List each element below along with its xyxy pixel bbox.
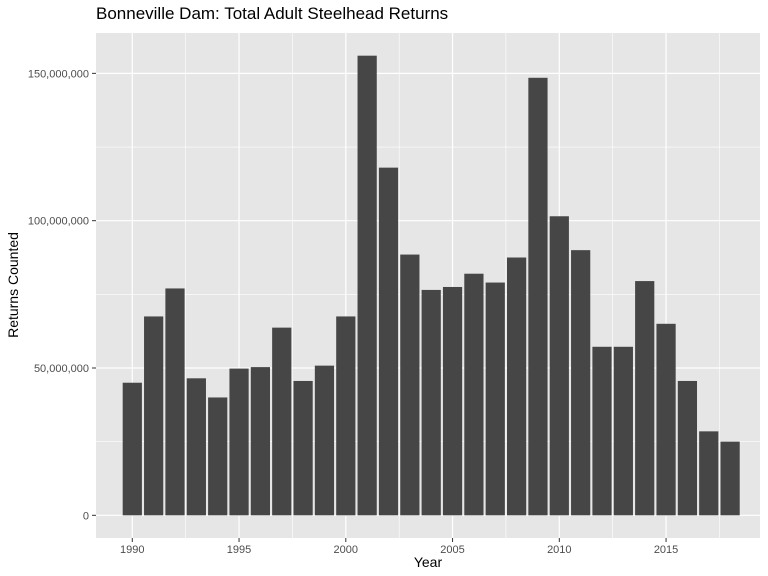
bar-2009 <box>528 77 548 516</box>
bar-2005 <box>442 286 463 516</box>
x-tick-label: 2015 <box>654 544 678 556</box>
bar-1991 <box>144 316 164 516</box>
chart-title: Bonneville Dam: Total Adult Steelhead Re… <box>96 4 449 23</box>
bar-2007 <box>485 282 505 516</box>
bar-1994 <box>208 397 228 516</box>
x-tick-label: 2000 <box>334 544 358 556</box>
y-axis-title: Returns Counted <box>5 232 21 338</box>
bar-2003 <box>400 254 420 516</box>
bar-2010 <box>549 216 569 516</box>
bar-1998 <box>293 380 313 516</box>
bar-1995 <box>229 368 249 516</box>
bar-1996 <box>250 367 271 516</box>
bar-1992 <box>165 288 185 516</box>
bar-2012 <box>592 346 612 516</box>
bar-2018 <box>720 441 740 516</box>
bar-1993 <box>186 378 206 516</box>
bar-2013 <box>613 346 633 516</box>
x-tick-label: 2010 <box>547 544 571 556</box>
bar-1999 <box>314 365 335 516</box>
x-axis-title: Year <box>414 554 443 570</box>
y-tick-label: 0 <box>83 510 89 522</box>
bar-2006 <box>464 273 484 516</box>
x-tick-label: 1995 <box>227 544 251 556</box>
bar-2000 <box>336 316 356 516</box>
bar-2002 <box>378 167 399 516</box>
bar-2017 <box>699 431 719 516</box>
x-tick-label: 1990 <box>120 544 144 556</box>
bar-2004 <box>421 289 441 516</box>
axes: 0 50,000,000 100,000,000 150,000,000 1990 199… <box>28 68 678 556</box>
y-tick-label: 150,000,000 <box>28 68 89 80</box>
bar-2011 <box>571 250 591 516</box>
x-tick-label: 2005 <box>440 544 464 556</box>
bar-2016 <box>677 380 698 516</box>
bar-1997 <box>272 327 292 516</box>
y-tick-label: 50,000,000 <box>34 363 89 375</box>
bar-2001 <box>357 55 377 516</box>
bar-2008 <box>506 257 527 516</box>
bar-1990 <box>122 382 142 516</box>
bar-2015 <box>656 323 676 516</box>
y-tick-label: 100,000,000 <box>28 216 89 228</box>
bar-2014 <box>635 281 655 516</box>
bars <box>122 55 740 516</box>
